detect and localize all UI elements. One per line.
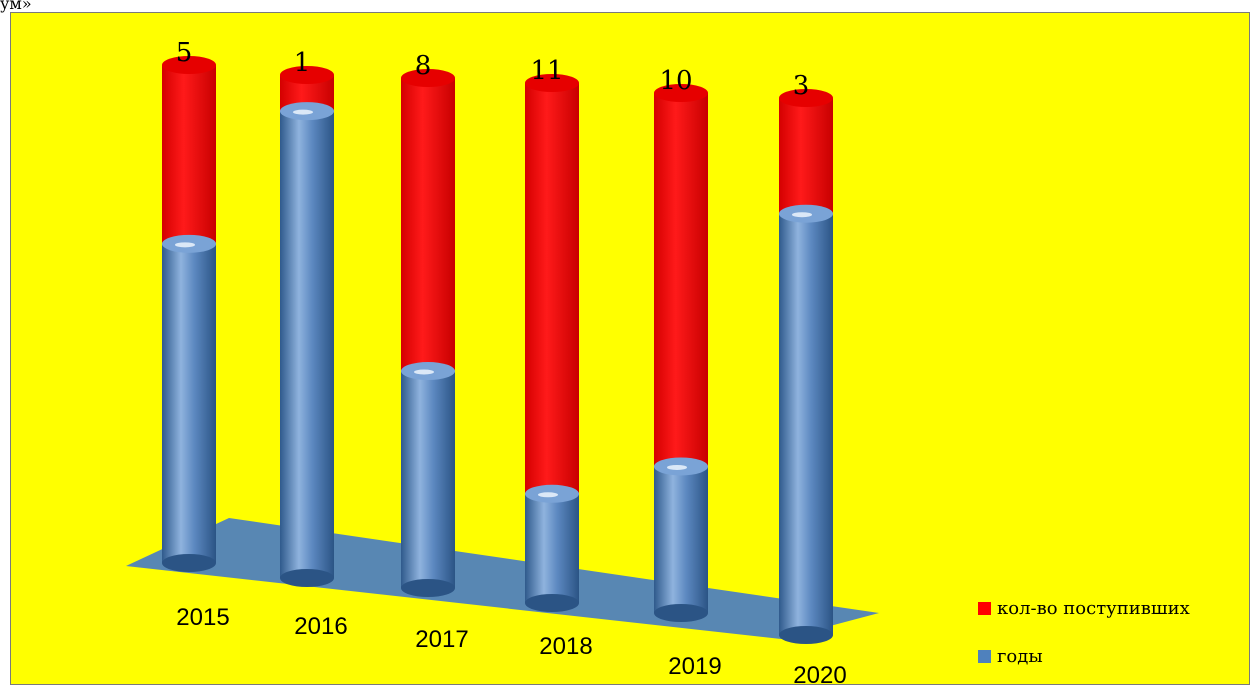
bar-top-2020 [779, 89, 833, 107]
x-tick-label-2019: 2019 [668, 653, 721, 680]
bar-top-2018 [525, 74, 579, 92]
bar-highlight-2016 [293, 109, 313, 115]
data-label-2020: 3 [793, 71, 810, 101]
data-label-2015: 5 [176, 38, 193, 68]
x-tick-label-2016: 2016 [294, 613, 347, 640]
bar-highlight-2020 [792, 212, 812, 218]
data-label-2017: 8 [415, 51, 432, 81]
bar-gody-2020 [779, 213, 833, 635]
bar-top-2016 [280, 66, 334, 84]
bar-gody-2019 [654, 466, 708, 613]
legend-label-1: годы [997, 646, 1043, 667]
data-label-2016: 1 [294, 48, 311, 78]
bar-base-2018 [525, 594, 579, 612]
legend: кол-во поступивших годы [978, 598, 1190, 667]
bars-layer [162, 56, 833, 644]
data-label-2018: 11 [530, 56, 563, 86]
bar-kol-vo-2017 [401, 78, 455, 372]
data-label-2019: 10 [659, 66, 692, 96]
labels-layer: 5 2015 1 2016 8 2017 11 2018 10 2019 3 2020 [176, 38, 847, 684]
bar-base-2016 [280, 569, 334, 587]
x-tick-label-2020: 2020 [793, 662, 846, 684]
bar-base-2020 [779, 626, 833, 644]
legend-swatch-0 [978, 602, 991, 615]
bar-kol-vo-2019 [654, 93, 708, 467]
bar-base-2017 [401, 579, 455, 597]
bar-gody-2016 [280, 111, 334, 578]
bar-gody-2018 [525, 493, 579, 603]
legend-label-0: кол-во поступивших [997, 598, 1190, 619]
bar-gody-2017 [401, 371, 455, 588]
legend-swatch-1 [978, 650, 991, 663]
bar-top-2019 [654, 84, 708, 102]
bar-base-2015 [162, 554, 216, 572]
bar-base-2019 [654, 604, 708, 622]
bar-highlight-2019 [667, 464, 687, 470]
bar-top-2015 [162, 56, 216, 74]
bar-highlight-2017 [414, 369, 434, 375]
bar-kol-vo-2015 [162, 65, 216, 244]
bar-highlight-2018 [538, 492, 558, 498]
bar-top-2017 [401, 69, 455, 87]
chart-svg: 5 2015 1 2016 8 2017 11 2018 10 2019 3 2020 кол-во … [11, 13, 1249, 684]
bar-kol-vo-2020 [779, 98, 833, 214]
x-tick-label-2015: 2015 [176, 604, 229, 631]
x-tick-label-2017: 2017 [415, 626, 468, 653]
chart-frame: 5 2015 1 2016 8 2017 11 2018 10 2019 3 2020 кол-во … [10, 12, 1250, 685]
bar-gody-2015 [162, 243, 216, 563]
x-tick-label-2018: 2018 [539, 633, 592, 660]
bar-kol-vo-2018 [525, 83, 579, 494]
text-fragment: ум» [0, 0, 32, 13]
bar-highlight-2015 [175, 242, 195, 248]
